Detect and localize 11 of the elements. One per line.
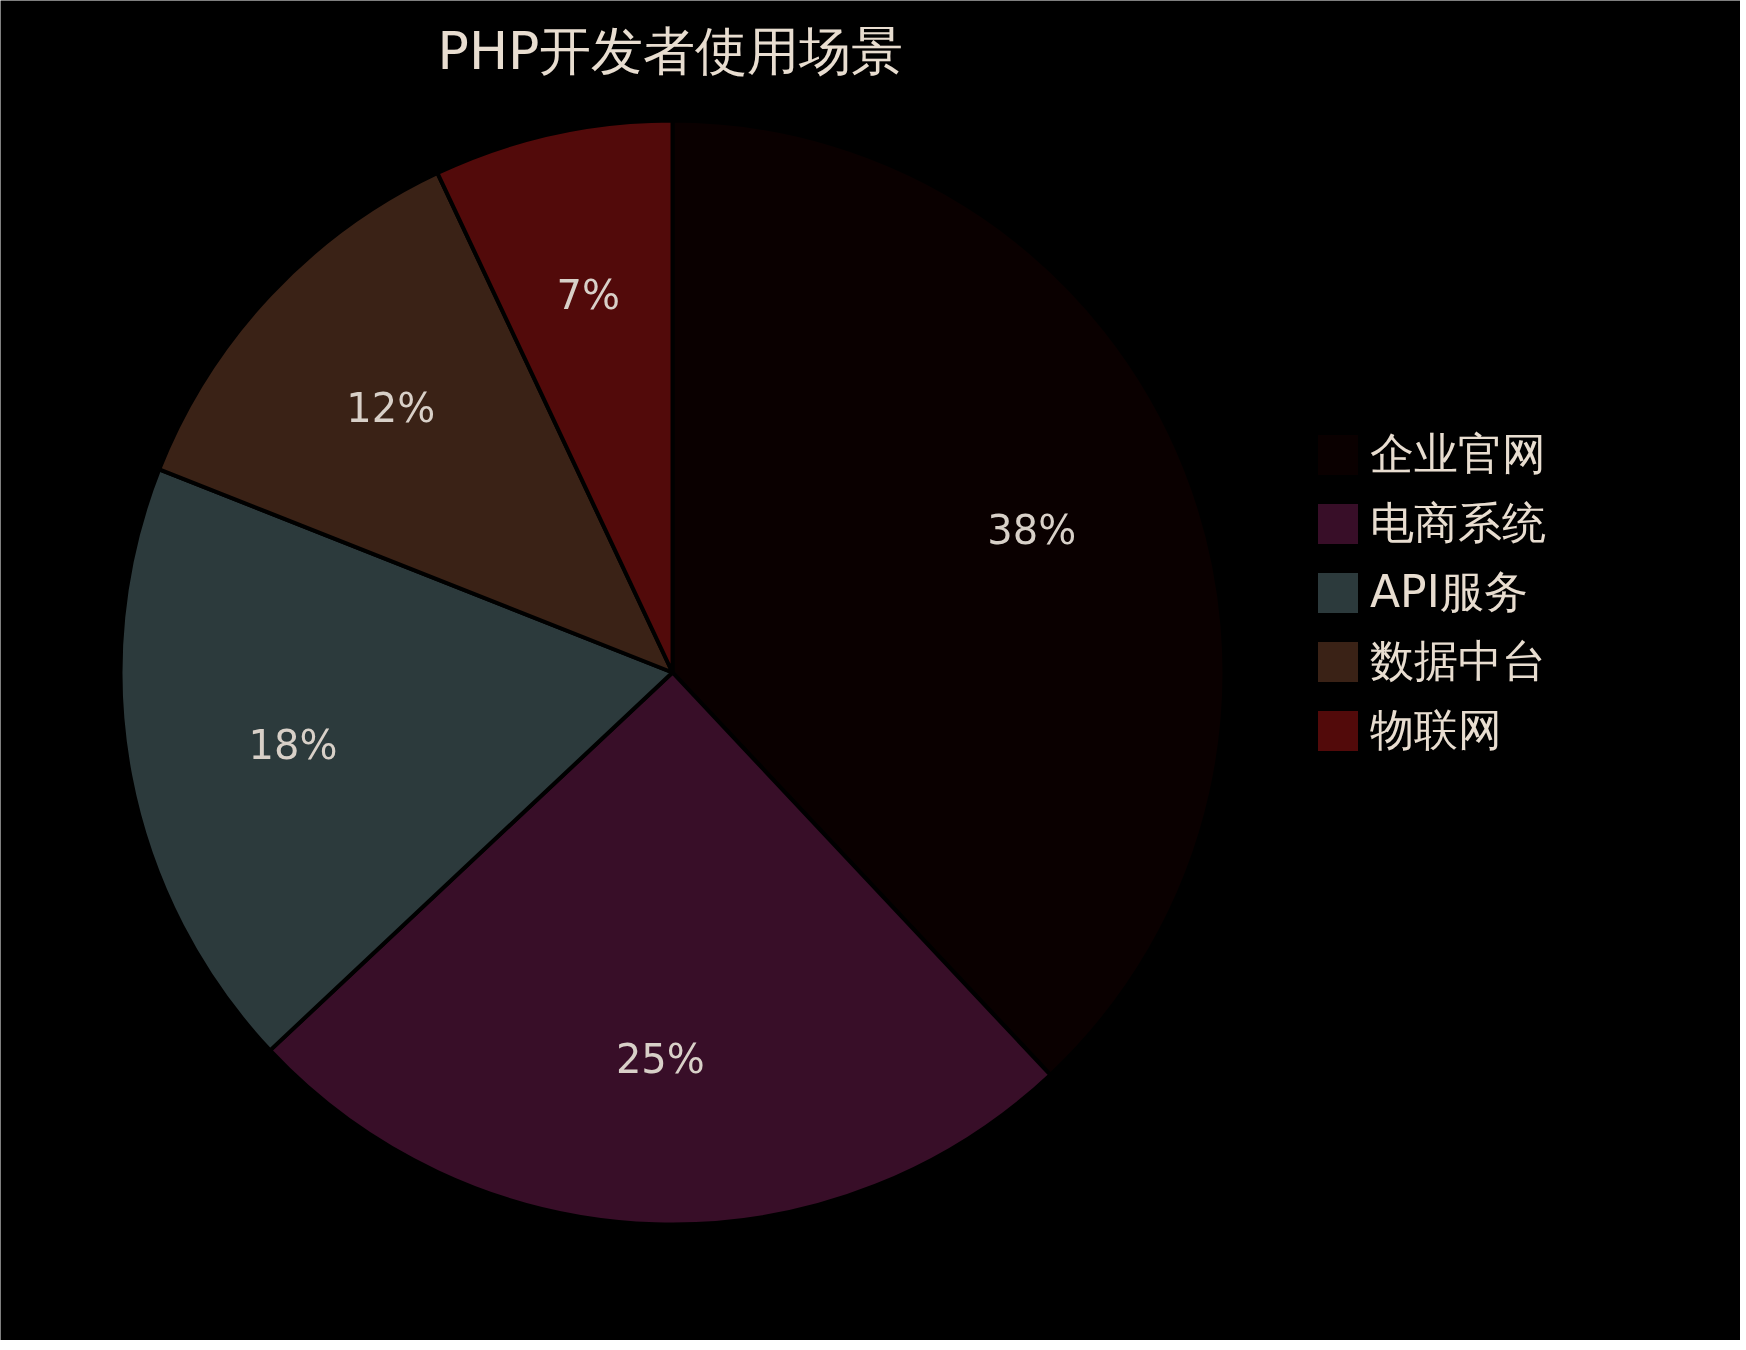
chart-title: PHP开发者使用场景 (437, 20, 904, 81)
data-label: 18% (248, 721, 338, 768)
legend-label: 物联网 (1370, 703, 1502, 757)
legend-label: API服务 (1370, 565, 1528, 619)
legend-label: 企业官网 (1370, 427, 1546, 481)
data-label: 7% (556, 272, 620, 319)
data-label: 12% (346, 384, 436, 431)
legend-label: 数据中台 (1370, 634, 1546, 688)
legend-label: 电商系统 (1370, 496, 1546, 550)
data-label: 25% (615, 1035, 705, 1082)
data-label: 38% (987, 507, 1077, 554)
